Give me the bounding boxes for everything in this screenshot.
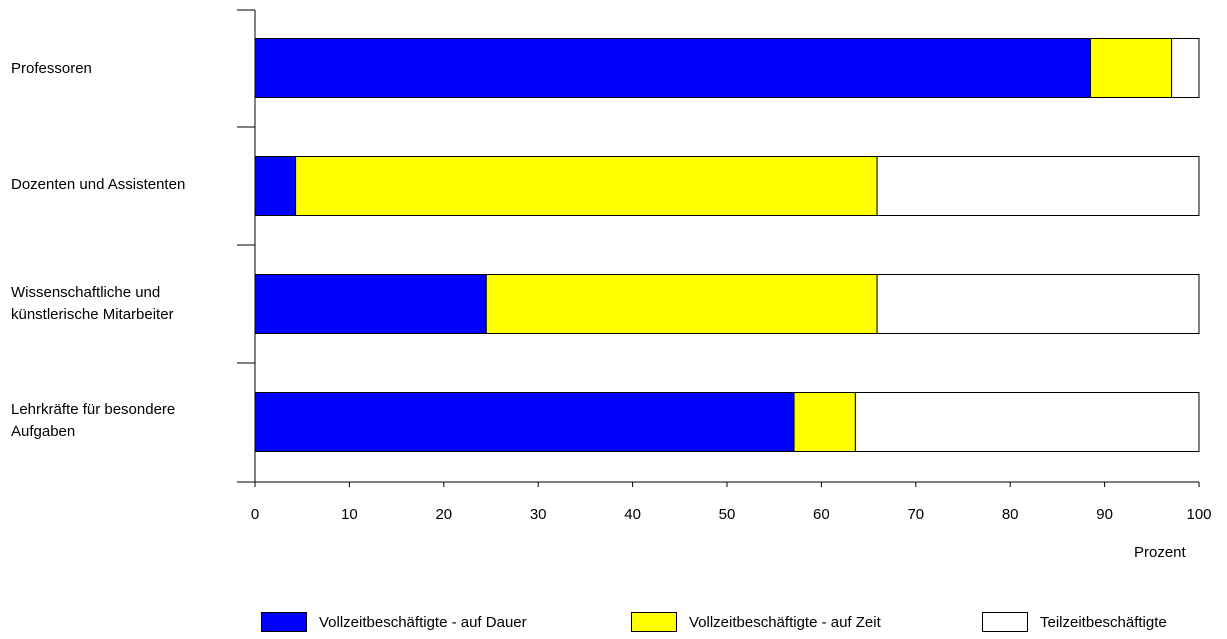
legend-item-teilzeit: Teilzeitbeschäftigte <box>982 611 1167 633</box>
bar-segment-0-2 <box>1171 38 1200 98</box>
bar-segment-1-0 <box>254 156 297 216</box>
category-label-lehrkraefte: Lehrkräfte für besondere Aufgaben <box>11 401 176 440</box>
x-tick-label-6: 60 <box>813 506 830 523</box>
x-tick-label-9: 90 <box>1096 506 1113 523</box>
bar-segment-1-1 <box>295 156 878 216</box>
bar-segment-2-2 <box>876 274 1200 334</box>
bar-segment-3-2 <box>854 392 1200 452</box>
bar-segment-1-2 <box>876 156 1200 216</box>
legend-label-auf-zeit: Vollzeitbeschäftigte - auf Zeit <box>689 613 881 631</box>
x-axis-label: Prozent <box>1134 544 1186 561</box>
x-tick-label-0: 0 <box>251 506 259 523</box>
legend-swatch-auf-dauer <box>261 612 307 632</box>
bar-segment-2-0 <box>254 274 487 334</box>
category-label-dozenten: Dozenten und Assistenten <box>11 176 186 193</box>
bar-segment-0-0 <box>254 38 1091 98</box>
legend-label-auf-dauer: Vollzeitbeschäftigte - auf Dauer <box>319 613 527 631</box>
x-tick-label-5: 50 <box>719 506 736 523</box>
x-tick-label-4: 40 <box>624 506 641 523</box>
bar-segment-0-1 <box>1089 38 1173 98</box>
legend-item-auf-zeit: Vollzeitbeschäftigte - auf Zeit <box>631 611 881 633</box>
x-tick-label-3: 30 <box>530 506 547 523</box>
legend-swatch-auf-zeit <box>631 612 677 632</box>
bar-segment-3-0 <box>254 392 795 452</box>
category-label-mitarbeiter: Wissenschaftliche und künstlerische Mita… <box>11 284 174 323</box>
legend-swatch-teilzeit <box>982 612 1028 632</box>
bar-segment-2-1 <box>485 274 878 334</box>
x-tick-label-1: 10 <box>341 506 358 523</box>
x-tick-label-7: 70 <box>907 506 924 523</box>
category-label-professoren: Professoren <box>11 60 92 77</box>
bars-group <box>254 38 1200 452</box>
bar-segment-3-1 <box>793 392 856 452</box>
x-tick-label-2: 20 <box>435 506 452 523</box>
legend-item-auf-dauer: Vollzeitbeschäftigte - auf Dauer <box>261 611 527 633</box>
axes-group <box>237 9 1200 487</box>
x-tick-label-10: 100 <box>1186 506 1211 523</box>
legend-label-teilzeit: Teilzeitbeschäftigte <box>1040 613 1167 631</box>
x-tick-labels: 0 10 20 30 40 50 60 70 80 90 100 <box>251 506 1212 523</box>
x-tick-label-8: 80 <box>1002 506 1019 523</box>
